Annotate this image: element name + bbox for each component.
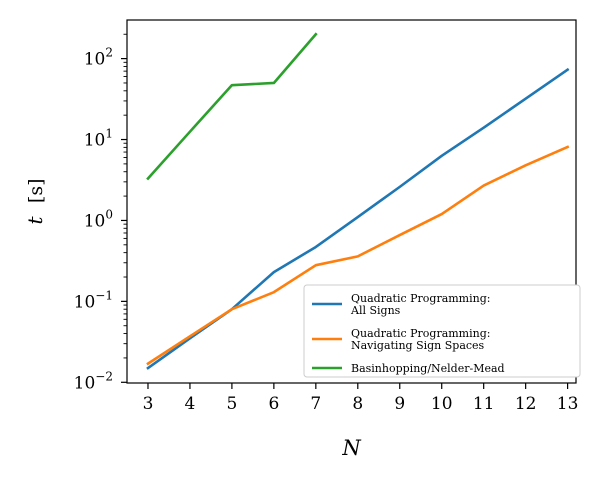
x-tick-label: 6 <box>268 394 279 414</box>
legend-label: All Signs <box>350 304 401 317</box>
y-tick-label: 100 <box>84 207 113 231</box>
ticks-layer: 3 4 5 6 7 8 9 10 11 12 13 10−2 10−1 100 101 102 <box>74 33 579 414</box>
x-tick-label: 4 <box>185 394 196 414</box>
y-axis-label-unit: [s] <box>25 178 47 203</box>
y-tick-label: 10−1 <box>74 288 113 312</box>
legend-box <box>303 284 581 378</box>
series-layer <box>146 32 570 370</box>
y-tick-label: 101 <box>84 127 113 151</box>
legend-label: Navigating Sign Spaces <box>351 339 485 352</box>
x-axis-label: N <box>341 436 361 460</box>
legend: Quadratic Programming:All SignsQuadratic… <box>303 284 581 378</box>
y-axis-label: t [s] <box>23 178 47 224</box>
legend-label: Quadratic Programming: <box>351 327 490 340</box>
legend-label: Quadratic Programming: <box>351 292 490 305</box>
x-tick-label: 12 <box>515 394 537 414</box>
x-tick-label: 5 <box>226 394 237 414</box>
y-axis-label-var: t <box>23 216 47 225</box>
x-tick-label: 9 <box>394 394 405 414</box>
x-tick-label: 3 <box>143 394 154 414</box>
series-line-3 <box>146 32 318 181</box>
legend-label: Basinhopping/Nelder-Mead <box>351 362 505 375</box>
y-tick-label: 102 <box>84 46 113 70</box>
plot-area <box>126 19 577 384</box>
axes-frame <box>126 19 577 384</box>
x-tick-label: 10 <box>431 394 453 414</box>
x-tick-label: 11 <box>473 394 495 414</box>
x-tick-label: 8 <box>352 394 363 414</box>
x-tick-label: 13 <box>557 394 579 414</box>
x-tick-label: 7 <box>310 394 321 414</box>
y-tick-label: 10−2 <box>74 369 113 393</box>
series-line-2 <box>146 145 570 366</box>
